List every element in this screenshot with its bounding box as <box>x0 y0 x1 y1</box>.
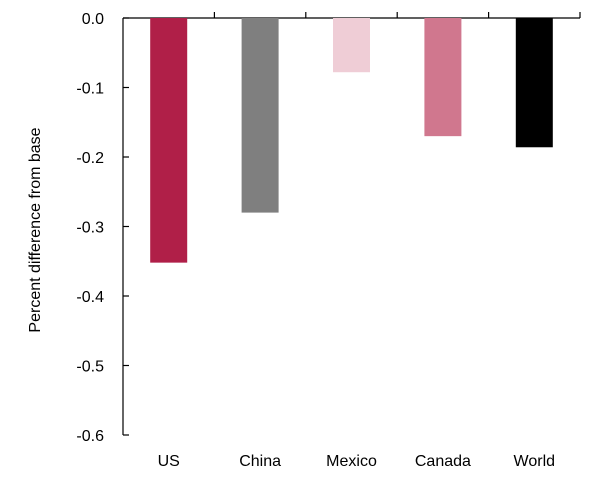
y-axis-title: Percent difference from base <box>27 127 44 332</box>
y-tick-label: -0.4 <box>76 289 104 306</box>
bar-us <box>150 18 188 263</box>
bars-layer <box>150 18 553 263</box>
bar-china <box>241 18 279 213</box>
y-tick-label: -0.2 <box>76 150 104 167</box>
y-tick-label: -0.6 <box>76 428 104 445</box>
bar-world <box>515 18 553 148</box>
axes-layer <box>122 12 581 436</box>
x-tick-label: Mexico <box>326 453 377 470</box>
y-tick-label: -0.5 <box>76 359 104 376</box>
bar-mexico <box>333 18 370 73</box>
y-tick-label: 0.0 <box>82 11 104 28</box>
x-tick-label: Canada <box>415 453 471 470</box>
y-tick-label: -0.1 <box>76 81 104 98</box>
x-tick-label: China <box>239 453 281 470</box>
x-tick-label: US <box>158 453 180 470</box>
bar-canada <box>424 18 462 137</box>
y-tick-label: -0.3 <box>76 220 104 237</box>
x-tick-label: World <box>514 453 556 470</box>
labels-layer: 0.0 -0.1 -0.2 -0.3 -0.4 -0.5 -0.6 US China Mexico… <box>76 11 555 470</box>
